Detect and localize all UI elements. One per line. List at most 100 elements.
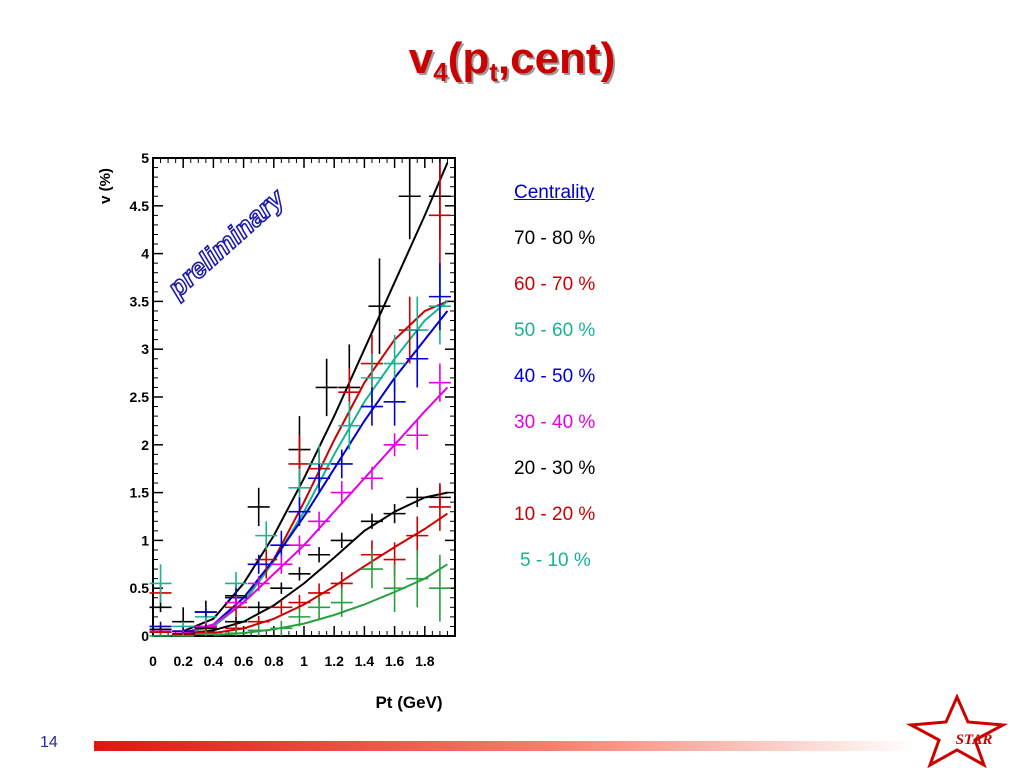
data-point — [308, 547, 331, 563]
x-tick-label: 0 — [149, 653, 157, 669]
data-point — [308, 511, 331, 531]
y-tick-label: 5 — [141, 150, 149, 166]
data-point — [270, 582, 293, 594]
data-point — [288, 535, 311, 555]
data-point — [270, 600, 293, 615]
legend-item: 40 - 50 % — [514, 366, 596, 387]
y-tick-label: 0 — [141, 628, 149, 644]
y-tick-label: 2 — [141, 437, 149, 453]
x-tick-label: 0.2 — [173, 653, 193, 669]
data-point — [288, 607, 311, 627]
data-point — [330, 588, 353, 617]
legend-item: 10 - 20 % — [514, 504, 596, 525]
fit-curve-2 — [182, 300, 449, 635]
data-point — [428, 263, 451, 331]
data-point — [330, 449, 353, 479]
data-point — [225, 595, 248, 610]
axis-ticks: 0 0.5 1 1.5 2 2.5 3 3.5 4 4.5 5 0 0.2 0.4 0.6 0.8 1 1.2 1.… — [130, 150, 455, 669]
data-point — [398, 158, 421, 240]
x-tick-label: 1.6 — [385, 653, 405, 669]
y-tick-label: 4 — [141, 246, 149, 262]
legend-item: 70 - 80 % — [514, 228, 596, 249]
logo-text: STAR — [956, 732, 993, 748]
data-point — [270, 554, 293, 574]
data-point — [428, 363, 451, 402]
legend-item: 20 - 30 % — [514, 458, 596, 479]
x-tick-label: 0.4 — [204, 653, 224, 669]
y-tick-label: 1.5 — [130, 485, 150, 501]
y-tick-label: 1 — [141, 532, 149, 548]
y-tick-label: 4.5 — [130, 198, 150, 214]
data-point — [360, 549, 383, 589]
legend-item: 60 - 70 % — [514, 274, 596, 295]
fit-curve-5 — [183, 491, 448, 636]
data-point — [406, 516, 429, 555]
fit-curve-4 — [182, 386, 449, 635]
data-point — [338, 401, 361, 450]
data-point — [225, 628, 248, 636]
data-points — [149, 158, 451, 637]
legend-item: 5 - 10 % — [520, 550, 591, 571]
data-point — [247, 624, 270, 636]
data-point — [308, 595, 331, 619]
data-point — [247, 601, 270, 614]
centrality-legend: Centrality 70 - 80 % 60 - 70 % 50 - 60 %… — [514, 178, 654, 592]
data-point — [255, 521, 278, 550]
data-point — [270, 620, 293, 636]
data-point — [428, 483, 451, 531]
data-point — [383, 433, 406, 457]
x-tick-label: 1 — [300, 653, 308, 669]
legend-item: 30 - 40 % — [514, 412, 596, 433]
data-point — [360, 466, 383, 490]
x-axis-label: Pt (GeV) — [375, 693, 442, 712]
data-point — [428, 162, 451, 268]
data-point — [247, 487, 270, 527]
data-point — [360, 513, 383, 529]
data-point — [315, 358, 338, 417]
data-point — [406, 549, 429, 608]
v4-pt-chart: 0 0.5 1 1.5 2 2.5 3 3.5 4 4.5 5 0 0.2 0.4 0.6 0.8 1 1.2 1.… — [97, 150, 456, 712]
y-tick-label: 3 — [141, 341, 149, 357]
data-point — [172, 633, 195, 637]
x-tick-label: 1.8 — [415, 653, 435, 669]
data-point — [330, 532, 353, 549]
legend-item: 50 - 60 % — [514, 320, 596, 341]
x-tick-label: 1.4 — [355, 653, 375, 669]
data-point — [247, 554, 270, 574]
slide-title: v4(pt,cent) — [408, 34, 616, 87]
page-number: 14 — [40, 734, 58, 751]
y-tick-label: 2.5 — [130, 389, 150, 405]
data-point — [428, 554, 451, 622]
x-tick-label: 1.2 — [324, 653, 344, 669]
y-tick-label: 3.5 — [130, 293, 150, 309]
x-tick-label: 0.8 — [264, 653, 284, 669]
fit-curve-7 — [213, 563, 448, 636]
y-tick-label: 0.5 — [130, 580, 150, 596]
data-point — [383, 564, 406, 613]
data-point — [368, 258, 391, 354]
data-point — [288, 497, 311, 527]
legend-header: Centrality — [514, 182, 595, 203]
star-icon — [905, 694, 1009, 768]
x-tick-label: 0.6 — [234, 653, 254, 669]
data-point — [149, 602, 172, 613]
data-point — [194, 630, 217, 636]
data-point — [247, 575, 270, 592]
data-point — [330, 481, 353, 505]
data-point — [308, 463, 331, 493]
data-point — [194, 607, 217, 617]
data-point — [406, 330, 429, 388]
data-point — [288, 567, 311, 581]
data-point — [406, 420, 429, 450]
data-point — [383, 377, 406, 426]
data-point — [383, 504, 406, 524]
data-point — [360, 387, 383, 426]
data-point — [406, 487, 429, 507]
star-logo: STAR — [905, 694, 1009, 768]
fit-curve-1 — [182, 300, 448, 635]
footer-bar — [94, 741, 914, 751]
y-axis-label: v (%) — [97, 168, 114, 204]
data-point — [149, 564, 172, 603]
data-point — [149, 633, 172, 637]
watermark-text: preliminary — [161, 182, 291, 304]
